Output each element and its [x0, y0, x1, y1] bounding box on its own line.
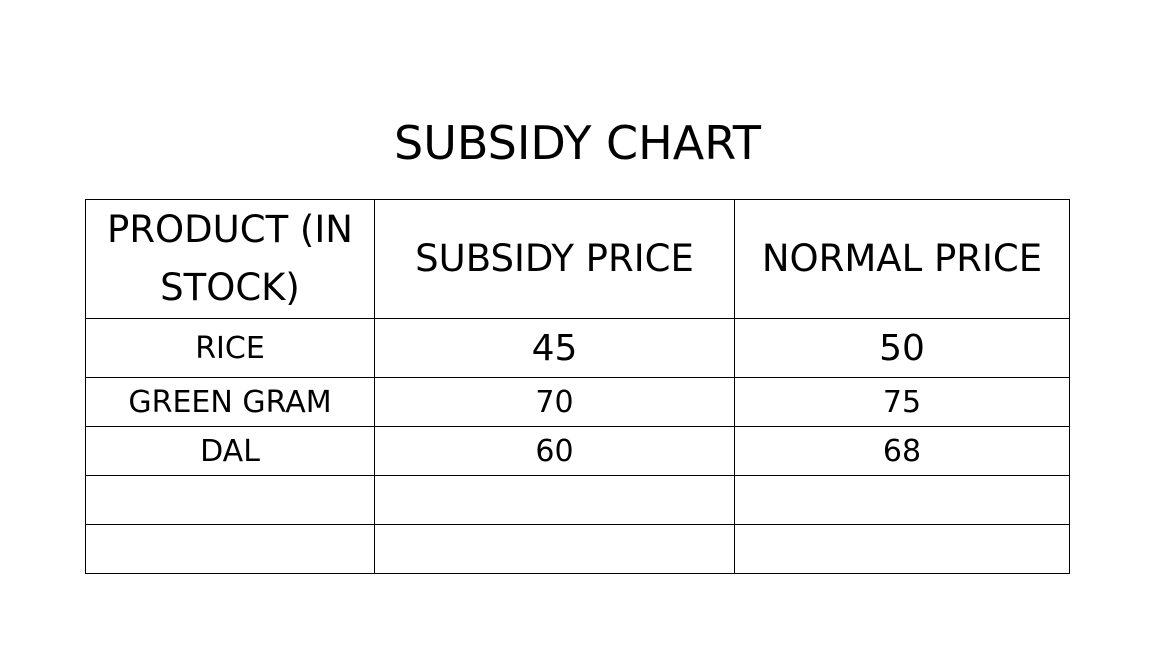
header-normal-price: NORMAL PRICE — [734, 199, 1070, 319]
subsidy-price-cell: 70 — [374, 377, 735, 427]
header-subsidy-price: SUBSIDY PRICE — [374, 199, 735, 319]
subsidy-price-cell — [374, 475, 735, 525]
page-title: SUBSIDY CHART — [394, 116, 761, 170]
table-row: GREEN GRAM 70 75 — [85, 377, 1070, 427]
product-cell: RICE — [85, 318, 375, 378]
product-cell — [85, 475, 375, 525]
normal-price-cell: 75 — [734, 377, 1070, 427]
normal-price-cell — [734, 524, 1070, 574]
normal-price-cell — [734, 475, 1070, 525]
subsidy-price-cell: 60 — [374, 426, 735, 476]
subsidy-table: PRODUCT (IN STOCK) SUBSIDY PRICE NORMAL … — [85, 199, 1070, 574]
subsidy-price-cell: 45 — [374, 318, 735, 378]
header-product: PRODUCT (IN STOCK) — [85, 199, 375, 319]
table-row: DAL 60 68 — [85, 426, 1070, 476]
table-header-row: PRODUCT (IN STOCK) SUBSIDY PRICE NORMAL … — [85, 199, 1070, 319]
table-row — [85, 475, 1070, 525]
table-row: RICE 45 50 — [85, 318, 1070, 378]
product-cell: GREEN GRAM — [85, 377, 375, 427]
table-row — [85, 524, 1070, 574]
product-cell: DAL — [85, 426, 375, 476]
subsidy-price-cell — [374, 524, 735, 574]
normal-price-cell: 68 — [734, 426, 1070, 476]
product-cell — [85, 524, 375, 574]
normal-price-cell: 50 — [734, 318, 1070, 378]
